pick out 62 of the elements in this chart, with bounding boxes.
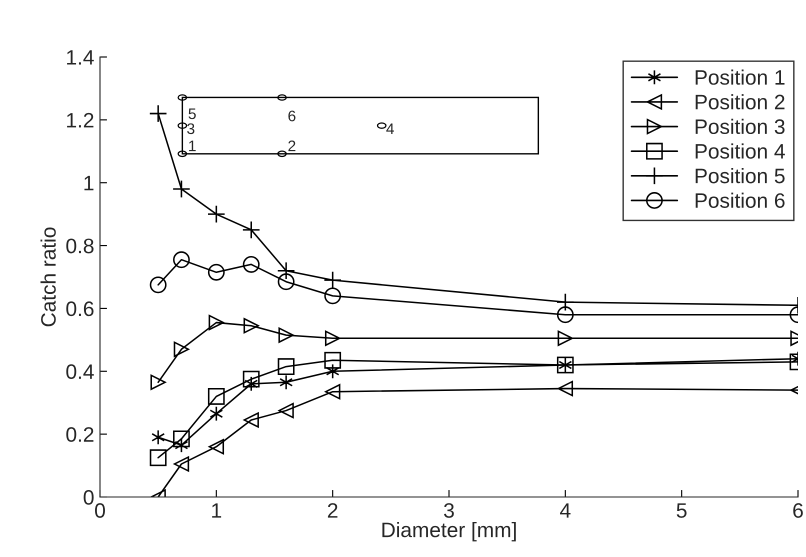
point	[556, 293, 574, 312]
annotation: 3	[187, 123, 194, 134]
point	[277, 262, 296, 280]
point	[242, 370, 260, 388]
y-tick-label: 1.2	[67, 112, 94, 128]
annotation: 5	[188, 108, 196, 120]
y-tick-label: 0.2	[66, 427, 94, 442]
point	[324, 352, 342, 369]
point	[172, 180, 191, 198]
y-tick-label: 1	[84, 176, 94, 190]
annotation: 4	[386, 123, 394, 134]
annotation: 6	[288, 110, 296, 122]
point	[208, 388, 225, 405]
point	[208, 439, 224, 454]
y-axis-title: Catch ratio	[40, 228, 56, 326]
y-tick-label: 0.8	[66, 238, 94, 254]
x-tick-label: 2	[328, 503, 338, 518]
y-tick-label: 1.4	[67, 50, 94, 65]
x-tick-label: 5	[676, 503, 687, 518]
point	[207, 205, 226, 224]
legend-label: Position 2	[696, 94, 784, 110]
point	[242, 220, 260, 239]
point	[278, 358, 295, 375]
point	[324, 287, 342, 304]
point	[324, 271, 342, 290]
point	[556, 306, 574, 324]
point	[150, 449, 167, 466]
x-tick-label: 6	[793, 503, 803, 518]
annotation: 2	[288, 140, 296, 152]
point	[278, 402, 294, 418]
x-tick-label: 0	[95, 503, 105, 518]
point	[324, 330, 340, 346]
point	[208, 264, 225, 281]
point	[278, 327, 294, 343]
point	[244, 318, 259, 334]
point	[174, 456, 190, 472]
point	[242, 256, 260, 273]
x-tick-label: 3	[444, 503, 454, 518]
legend-label: Position 4	[696, 143, 785, 159]
x-tick-label: 4	[560, 503, 571, 518]
point	[150, 374, 166, 390]
point	[174, 342, 190, 357]
legend-label: Position 1	[696, 70, 784, 85]
point	[558, 330, 574, 346]
point	[150, 276, 167, 294]
legend-label: Position 5	[696, 168, 785, 184]
y-tick-label: 0.6	[66, 301, 94, 316]
x-tick-label: 1	[212, 503, 222, 518]
point	[208, 314, 224, 330]
y-tick-label: 0.4	[66, 364, 94, 380]
point	[173, 430, 190, 448]
annotation: 1	[189, 140, 196, 152]
point	[278, 273, 295, 290]
x-axis-title: Diameter [mm]	[382, 522, 516, 542]
point	[149, 104, 168, 123]
point	[558, 380, 574, 396]
point	[244, 412, 259, 428]
y-tick-label: 0	[84, 490, 94, 505]
point	[173, 251, 190, 268]
legend-label: Position 3	[696, 118, 785, 134]
point	[324, 384, 340, 400]
legend-label: Position 6	[696, 192, 785, 208]
